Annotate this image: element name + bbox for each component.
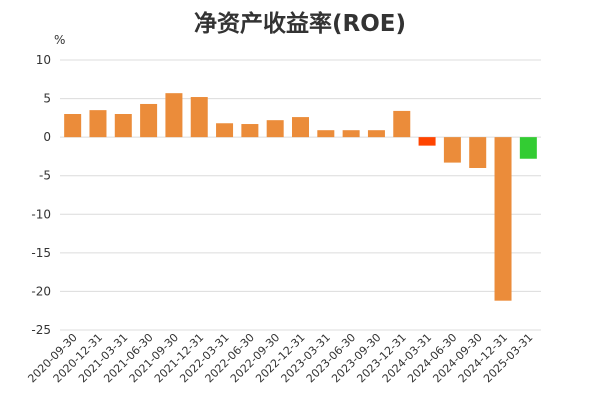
- bar-2020-09-30[interactable]: [64, 114, 82, 138]
- bar-2021-03-31[interactable]: [114, 114, 132, 138]
- bar-2023-03-31[interactable]: [317, 130, 335, 138]
- chart-title: 净资产收益率(ROE): [194, 11, 406, 37]
- y-axis-ticks: 10 5 0 -5 -10 -15 -20 -25: [31, 53, 51, 337]
- bar-2024-03-31[interactable]: [418, 137, 436, 146]
- bar-2022-06-30[interactable]: [241, 124, 259, 138]
- y-tick-label: -15: [31, 246, 51, 260]
- y-tick-label: -10: [31, 207, 51, 221]
- bar-2023-09-30[interactable]: [367, 130, 385, 138]
- bar-2025-03-31[interactable]: [519, 137, 537, 159]
- bar-2023-12-31[interactable]: [393, 110, 411, 138]
- y-tick-label: 5: [43, 92, 51, 106]
- y-tick-label: -20: [31, 284, 51, 298]
- y-tick-label: -5: [39, 169, 51, 183]
- y-axis-unit-label: %: [54, 33, 66, 47]
- bar-2024-09-30[interactable]: [469, 137, 487, 168]
- bar-2023-06-30[interactable]: [342, 130, 360, 138]
- y-tick-label: -25: [31, 323, 51, 337]
- grid-lines: [60, 59, 541, 331]
- bar-2021-06-30[interactable]: [140, 103, 158, 138]
- x-axis-ticks: 2020-09-302020-12-312021-03-312021-06-30…: [25, 331, 535, 385]
- y-tick-label: 10: [36, 53, 51, 67]
- bar-2024-12-31[interactable]: [494, 137, 512, 301]
- bar-2021-12-31[interactable]: [190, 97, 208, 138]
- bar-series: [64, 93, 537, 301]
- bar-2022-03-31[interactable]: [216, 123, 234, 138]
- y-tick-label: 0: [43, 130, 51, 144]
- bar-2021-09-30[interactable]: [165, 93, 183, 138]
- bar-2022-12-31[interactable]: [292, 117, 309, 138]
- bar-2022-09-30[interactable]: [266, 120, 284, 138]
- bar-2024-06-30[interactable]: [443, 137, 461, 163]
- bar-2020-12-31[interactable]: [89, 110, 107, 138]
